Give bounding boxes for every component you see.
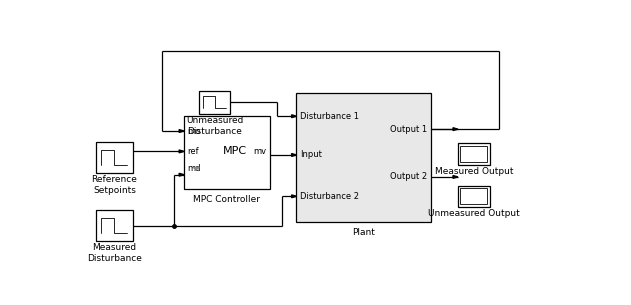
Text: Plant: Plant <box>352 228 375 237</box>
Text: Reference
Setpoints: Reference Setpoints <box>91 175 138 195</box>
Text: Disturbance 1: Disturbance 1 <box>300 112 359 121</box>
Bar <box>297 93 431 222</box>
Polygon shape <box>179 150 184 153</box>
Text: Output 2: Output 2 <box>391 172 428 181</box>
Polygon shape <box>292 195 297 198</box>
Text: mo: mo <box>187 127 201 135</box>
Bar <box>96 210 133 241</box>
Text: mv: mv <box>253 147 266 156</box>
Text: Output 1: Output 1 <box>391 125 428 134</box>
Bar <box>461 146 487 162</box>
Text: Measured Output: Measured Output <box>435 167 513 176</box>
Bar <box>461 188 487 204</box>
Text: ref: ref <box>187 147 199 156</box>
Text: Measured
Disturbance: Measured Disturbance <box>87 243 142 263</box>
Polygon shape <box>179 130 184 132</box>
Bar <box>199 91 230 114</box>
Bar <box>184 117 269 189</box>
Bar <box>96 142 133 173</box>
Text: MPC Controller: MPC Controller <box>193 195 261 204</box>
Polygon shape <box>292 153 297 156</box>
Text: md: md <box>187 164 201 173</box>
Text: Input: Input <box>300 150 322 160</box>
Bar <box>458 186 490 207</box>
Bar <box>458 143 490 165</box>
Text: Unmeasured Output: Unmeasured Output <box>428 209 520 218</box>
Text: MPC: MPC <box>223 146 247 156</box>
Polygon shape <box>292 115 297 118</box>
Polygon shape <box>179 173 184 176</box>
Polygon shape <box>453 175 458 178</box>
Polygon shape <box>193 167 199 170</box>
Text: Unmeasured
Disturbance: Unmeasured Disturbance <box>186 117 244 136</box>
Polygon shape <box>453 128 458 131</box>
Text: Disturbance 2: Disturbance 2 <box>300 192 359 201</box>
